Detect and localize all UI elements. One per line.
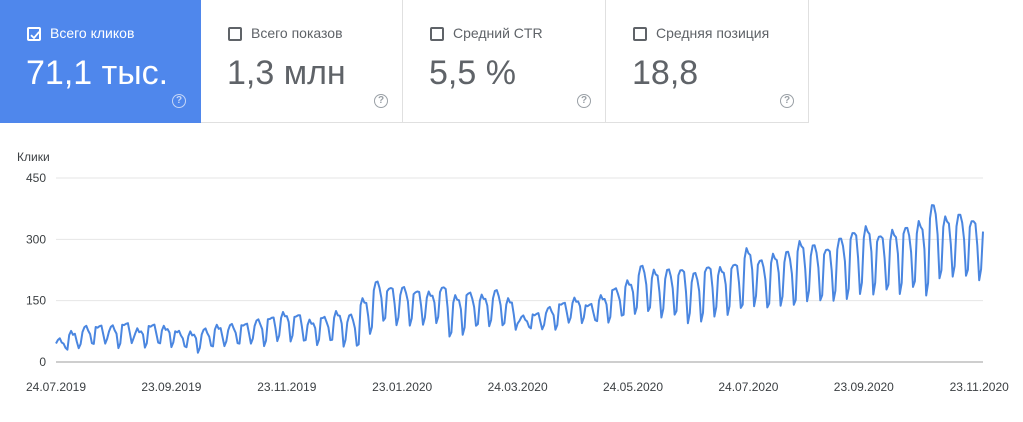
metric-label: Всего показов [251,25,343,41]
metric-card-total-clicks[interactable]: Всего кликов 71,1 тыс. ? [0,0,201,123]
metrics-bar: Всего кликов 71,1 тыс. ? Всего показов 1… [0,0,809,123]
metric-value: 1,3 млн [227,54,346,92]
checkbox-icon[interactable] [228,27,242,41]
x-tick-label: 23.09.2019 [141,380,201,394]
y-tick-label: 0 [39,355,46,369]
metric-label: Средний CTR [453,25,543,41]
x-tick-label: 23.09.2020 [834,380,894,394]
help-icon[interactable]: ? [172,94,186,108]
metric-value: 18,8 [632,54,699,92]
metric-label: Средняя позиция [656,25,770,41]
help-icon[interactable]: ? [577,94,591,108]
x-axis-ticks: 24.07.2019 23.09.2019 23.11.2019 23.01.2020… [26,380,1009,394]
help-icon[interactable]: ? [780,94,794,108]
checkbox-icon[interactable] [633,27,647,41]
x-tick-label: 24.05.2020 [603,380,663,394]
x-tick-label: 24.03.2020 [488,380,548,394]
series-line-clicks [55,204,984,354]
metric-card-total-impressions[interactable]: Всего показов 1,3 млн ? [201,0,403,123]
chart-grid [56,177,983,363]
x-tick-label: 24.07.2019 [26,380,86,394]
check-icon [30,31,40,40]
metric-card-average-position[interactable]: Средняя позиция 18,8 ? [606,0,809,123]
y-tick-label: 450 [26,171,46,185]
x-tick-label: 23.01.2020 [372,380,432,394]
y-tick-label: 150 [26,294,46,308]
metric-label: Всего кликов [50,25,135,41]
y-axis-ticks: 0 150 300 450 [26,171,46,369]
help-icon[interactable]: ? [374,94,388,108]
x-tick-label: 23.11.2019 [257,380,316,394]
metric-value: 71,1 тыс. [26,54,169,92]
metric-value: 5,5 % [429,54,516,92]
metric-card-average-ctr[interactable]: Средний CTR 5,5 % ? [403,0,606,123]
x-tick-label: 24.07.2020 [718,380,778,394]
x-tick-label: 23.11.2020 [950,380,1009,394]
y-tick-label: 300 [26,232,46,246]
checkbox-icon[interactable] [430,27,444,41]
checkbox-checked-icon[interactable] [27,27,41,41]
clicks-line-chart: 0 150 300 450 24.07.2019 23.09.2019 23.11.201… [26,171,1009,394]
y-axis-title: Клики [17,150,50,164]
